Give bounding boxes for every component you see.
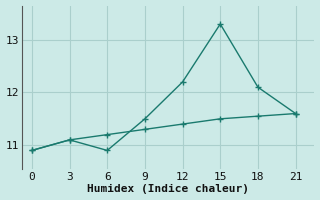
X-axis label: Humidex (Indice chaleur): Humidex (Indice chaleur): [87, 184, 249, 194]
